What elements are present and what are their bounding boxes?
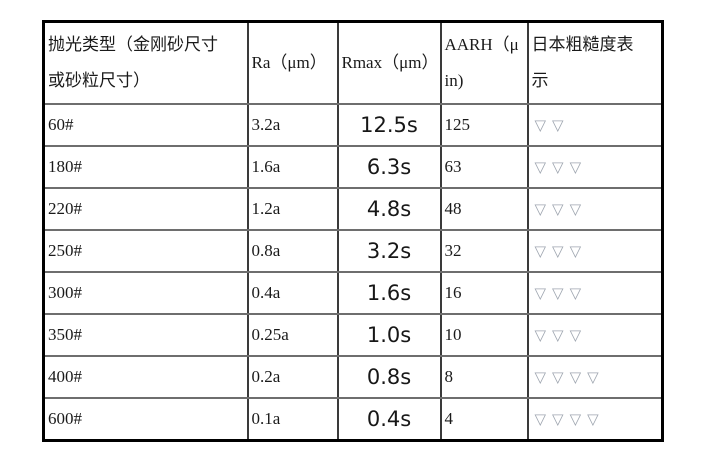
cell-grit: 220# <box>42 187 249 231</box>
cell-aarh: 48 <box>439 187 529 231</box>
cell-rmax: 4.8s <box>336 187 442 231</box>
table-row: 600# 0.1a 0.4s 4 ▽▽▽▽ <box>42 397 664 442</box>
cell-grit: 180# <box>42 145 249 189</box>
cell-rmax: 6.3s <box>336 145 442 189</box>
cell-ra: 0.25a <box>246 313 339 357</box>
cell-jp-roughness: ▽▽▽ <box>526 313 664 357</box>
cell-ra: 3.2a <box>246 103 339 147</box>
cell-ra: 0.4a <box>246 271 339 315</box>
cell-jp-roughness: ▽▽▽▽ <box>526 355 664 399</box>
cell-grit: 300# <box>42 271 249 315</box>
cell-grit: 60# <box>42 103 249 147</box>
header-rmax: Rmax（μm） <box>336 20 442 105</box>
cell-aarh: 32 <box>439 229 529 273</box>
cell-jp-roughness: ▽▽▽ <box>526 145 664 189</box>
cell-aarh: 125 <box>439 103 529 147</box>
cell-ra: 0.1a <box>246 397 339 442</box>
header-polish-type: 抛光类型（金刚砂尺寸 或砂粒尺寸） <box>42 20 249 105</box>
cell-aarh: 63 <box>439 145 529 189</box>
header-aarh: AARH（μ in) <box>439 20 529 105</box>
table-row: 250# 0.8a 3.2s 32 ▽▽▽ <box>42 229 664 273</box>
roughness-conversion-table: 抛光类型（金刚砂尺寸 或砂粒尺寸） Ra（μm） Rmax（μm） AARH（μ… <box>42 20 664 442</box>
cell-rmax: 12.5s <box>336 103 442 147</box>
table-row: 180# 1.6a 6.3s 63 ▽▽▽ <box>42 145 664 189</box>
table-row: 220# 1.2a 4.8s 48 ▽▽▽ <box>42 187 664 231</box>
cell-ra: 1.6a <box>246 145 339 189</box>
cell-rmax: 1.0s <box>336 313 442 357</box>
cell-jp-roughness: ▽▽▽▽ <box>526 397 664 442</box>
header-jp-roughness: 日本粗糙度表 示 <box>526 20 664 105</box>
cell-rmax: 0.8s <box>336 355 442 399</box>
cell-aarh: 16 <box>439 271 529 315</box>
cell-grit: 400# <box>42 355 249 399</box>
header-ra: Ra（μm） <box>246 20 339 105</box>
cell-grit: 350# <box>42 313 249 357</box>
table-row: 300# 0.4a 1.6s 16 ▽▽▽ <box>42 271 664 315</box>
cell-jp-roughness: ▽▽▽ <box>526 271 664 315</box>
table-row: 350# 0.25a 1.0s 10 ▽▽▽ <box>42 313 664 357</box>
cell-aarh: 4 <box>439 397 529 442</box>
cell-jp-roughness: ▽▽ <box>526 103 664 147</box>
cell-aarh: 8 <box>439 355 529 399</box>
cell-aarh: 10 <box>439 313 529 357</box>
cell-rmax: 0.4s <box>336 397 442 442</box>
table-row: 60# 3.2a 12.5s 125 ▽▽ <box>42 103 664 147</box>
cell-ra: 0.2a <box>246 355 339 399</box>
table-row: 400# 0.2a 0.8s 8 ▽▽▽▽ <box>42 355 664 399</box>
cell-rmax: 3.2s <box>336 229 442 273</box>
cell-ra: 1.2a <box>246 187 339 231</box>
header-row: 抛光类型（金刚砂尺寸 或砂粒尺寸） Ra（μm） Rmax（μm） AARH（μ… <box>42 20 664 105</box>
cell-ra: 0.8a <box>246 229 339 273</box>
cell-grit: 600# <box>42 397 249 442</box>
cell-jp-roughness: ▽▽▽ <box>526 229 664 273</box>
cell-rmax: 1.6s <box>336 271 442 315</box>
cell-grit: 250# <box>42 229 249 273</box>
cell-jp-roughness: ▽▽▽ <box>526 187 664 231</box>
